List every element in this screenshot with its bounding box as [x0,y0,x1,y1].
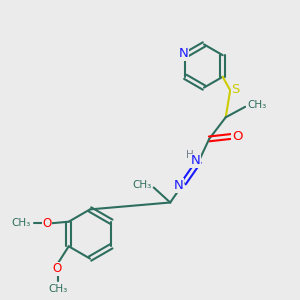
Text: O: O [52,262,61,275]
Text: O: O [42,217,51,230]
Text: N: N [191,154,201,167]
Text: N: N [173,179,183,192]
Text: CH₃: CH₃ [247,100,266,110]
Text: O: O [232,130,243,143]
Text: CH₃: CH₃ [11,218,31,228]
Text: H: H [186,150,194,161]
Text: CH₃: CH₃ [49,284,68,294]
Text: CH₃: CH₃ [133,179,152,190]
Text: N: N [179,47,189,60]
Text: S: S [231,83,240,96]
